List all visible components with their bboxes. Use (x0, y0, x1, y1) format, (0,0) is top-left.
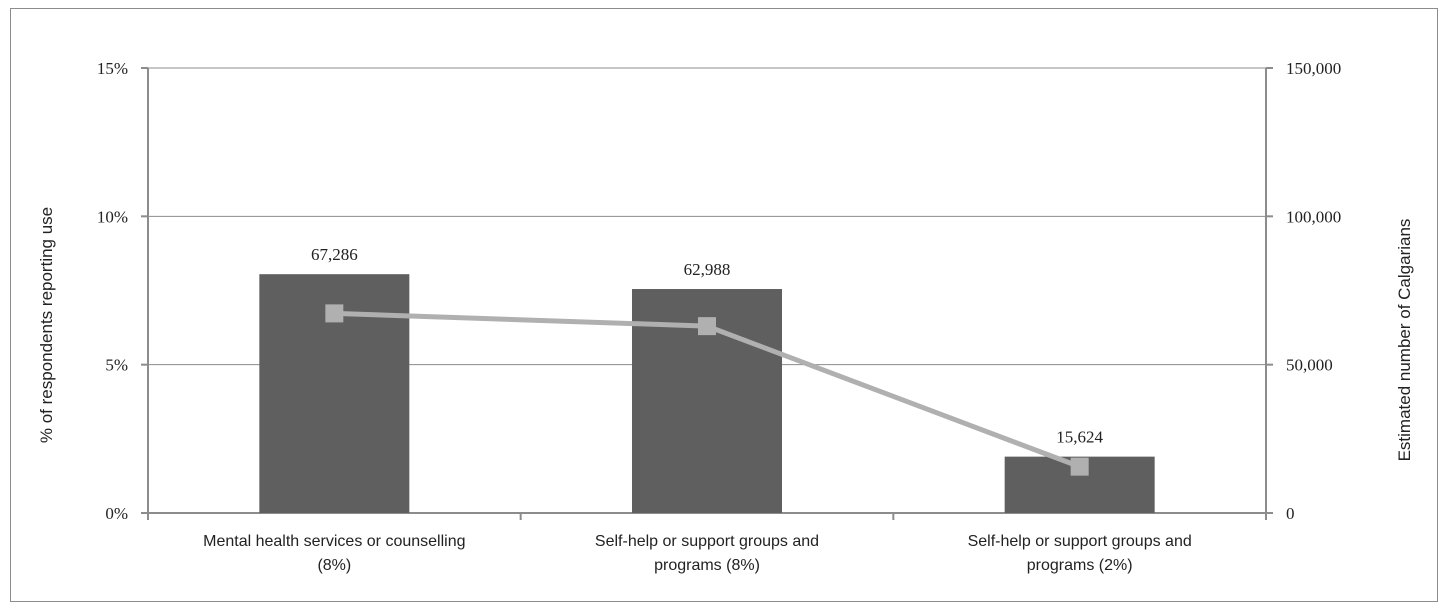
y-left-tick-label: 15% (97, 59, 128, 78)
y-axis-right-title: Estimated number of Calgarians (1395, 219, 1414, 462)
data-labels: 67,286 62,988 15,624 (311, 245, 1104, 446)
category-labels: Mental health services or counselling (8%… (203, 533, 1192, 574)
line-marker (325, 304, 344, 323)
y-right-tick-label: 0 (1286, 504, 1295, 523)
y-left-tick-label: 0% (105, 504, 128, 523)
y-axis-left-title: % of respondents reporting use (37, 207, 56, 443)
line-marker (1070, 457, 1089, 476)
y-right-tick-label: 150,000 (1286, 59, 1341, 78)
y-right-tick-label: 100,000 (1286, 207, 1341, 226)
category-label: Self-help or support groups and programs … (595, 533, 819, 574)
y-left-tick-label: 5% (105, 356, 128, 375)
line-series (325, 304, 1089, 476)
category-label: Mental health services or counselling (8%… (203, 533, 465, 574)
y-left-tick-label: 10% (97, 207, 128, 226)
tick-labels: 0% 5% 10% 15% 0 50,000 100,000 150,000 (97, 59, 1341, 523)
category-label: Self-help or support groups and programs … (968, 533, 1192, 574)
data-label: 15,624 (1056, 428, 1103, 447)
bar-series (259, 274, 1155, 513)
y-right-tick-label: 50,000 (1286, 356, 1333, 375)
data-label: 67,286 (311, 245, 358, 264)
line-marker (698, 317, 716, 336)
data-label: 62,988 (684, 260, 731, 279)
